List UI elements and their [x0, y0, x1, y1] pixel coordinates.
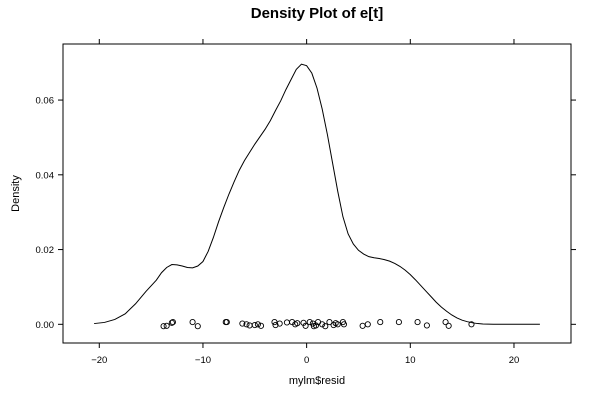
plot-frame — [62, 43, 572, 344]
data-point — [377, 319, 384, 326]
x-axis-label: mylm$resid — [289, 375, 345, 387]
chart-title: Density Plot of e[t] — [251, 5, 384, 22]
data-point — [306, 319, 313, 326]
y-tick-label: 0.04 — [36, 170, 55, 181]
data-point — [271, 319, 278, 326]
data-point — [359, 322, 366, 329]
data-point — [163, 322, 170, 329]
x-tick-label: 0 — [304, 355, 309, 366]
y-tick-label: 0.00 — [36, 320, 55, 331]
data-point — [442, 319, 449, 326]
x-tick-label: −10 — [195, 355, 211, 366]
rug-points — [160, 319, 475, 330]
data-point — [243, 321, 250, 328]
data-point — [168, 319, 175, 326]
y-tick-label: 0.02 — [36, 245, 55, 256]
data-point — [257, 322, 265, 329]
data-point — [423, 322, 430, 329]
data-point — [330, 322, 337, 329]
y-axis-label: Density — [10, 175, 22, 212]
data-point — [251, 322, 258, 329]
x-tick-label: 20 — [509, 355, 520, 366]
data-point — [169, 319, 176, 326]
axis-ticks — [58, 39, 576, 348]
data-point — [254, 321, 261, 328]
axis-tick-labels: −20 −10 0 10 20 0.00 0.02 0.04 0.06 — [36, 96, 520, 366]
data-point — [194, 323, 201, 330]
density-curve — [94, 63, 540, 325]
data-point — [302, 322, 309, 329]
data-point — [340, 321, 348, 328]
data-point — [239, 320, 246, 327]
data-point — [160, 323, 167, 330]
x-tick-label: 10 — [405, 355, 416, 366]
data-point — [322, 323, 329, 330]
data-point — [223, 319, 230, 326]
data-point — [414, 319, 421, 326]
data-point — [246, 322, 253, 329]
data-point — [468, 321, 475, 328]
data-point — [276, 320, 283, 327]
data-point — [319, 321, 326, 328]
data-point — [334, 321, 341, 328]
data-point — [272, 322, 279, 329]
data-point — [445, 322, 452, 329]
data-point — [189, 319, 196, 326]
data-point — [395, 319, 402, 326]
data-point — [326, 319, 333, 326]
data-point — [283, 319, 290, 326]
y-tick-label: 0.06 — [36, 96, 55, 107]
data-point — [294, 320, 301, 327]
x-tick-label: −20 — [91, 355, 107, 366]
data-point — [364, 321, 371, 328]
